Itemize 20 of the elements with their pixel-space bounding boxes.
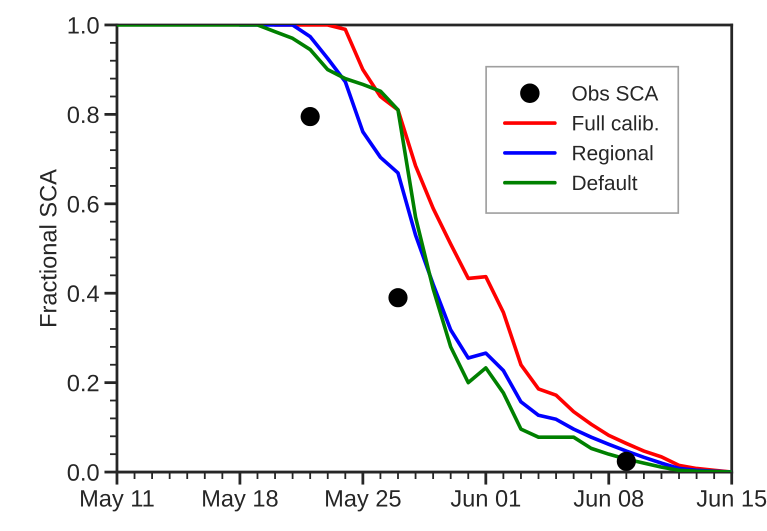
legend-label: Regional: [573, 145, 652, 165]
y-tick-label: 0.0: [68, 464, 99, 481]
y-tick-label: 0.8: [68, 106, 99, 124]
y-tick-label: 0.4: [68, 285, 99, 302]
point: [300, 107, 320, 126]
legend-label: Obs SCA: [572, 85, 658, 101]
legend-label: Default: [573, 174, 638, 190]
y-tick-label: 1.0: [68, 17, 99, 34]
x-tick-label: May 18: [203, 490, 278, 512]
legend-label: Full calib.: [573, 115, 658, 131]
x-tick-label: May 11: [81, 490, 154, 512]
point: [616, 452, 636, 471]
y-tick-label: 0.2: [68, 374, 98, 392]
point: [388, 288, 408, 308]
x-tick-label: Jun 01: [450, 490, 520, 507]
x-tick-label: Jun 08: [574, 490, 644, 507]
y-tick-label: 0.6: [68, 196, 99, 213]
x-tick-label: Jun 15: [696, 490, 766, 507]
y-axis-title: Fractional SCA: [39, 169, 57, 326]
x-tick-label: May 25: [326, 490, 401, 512]
